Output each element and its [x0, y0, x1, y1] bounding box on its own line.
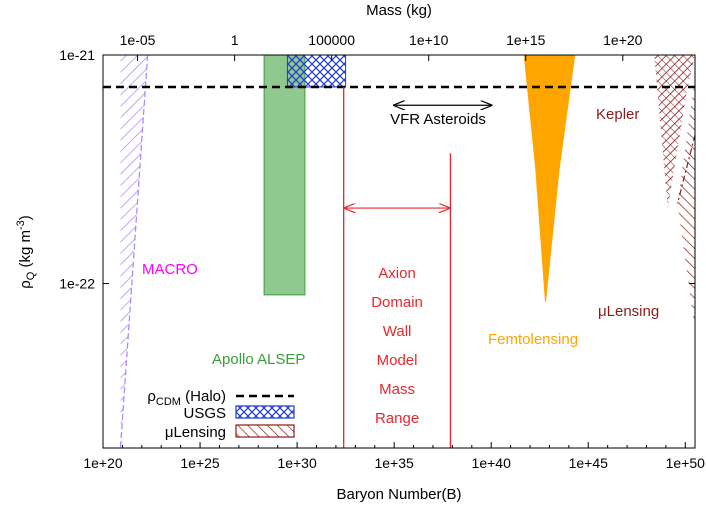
- legend: ρCDM (Halo) USGS μLensing: [147, 388, 295, 441]
- axion-label-line: Mass: [379, 381, 415, 398]
- axion-label-line: Domain: [371, 294, 423, 311]
- region-kepler: [654, 55, 695, 209]
- x-tick-label: 1e+45: [569, 455, 609, 471]
- top-tick-label: 1e+15: [506, 32, 546, 48]
- axion-range: [343, 86, 452, 448]
- region-macro: [120, 55, 148, 448]
- legend-swatch-usgs: [235, 405, 295, 419]
- x-axis-label: Baryon Number(B): [336, 486, 461, 503]
- x-axis-ticks: 1e+20 1e+25 1e+30 1e+35 1e+40 1e+45 1e+50: [83, 442, 705, 471]
- y-axis-label: ρQ (kg m-3): [15, 215, 37, 289]
- axion-label-line: Range: [375, 410, 419, 427]
- lensing-edge: [676, 134, 695, 204]
- legend-label-cdm: ρCDM (Halo): [147, 388, 226, 408]
- x-tick-label: 1e+30: [277, 455, 317, 471]
- axion-label-line: Axion: [378, 265, 416, 282]
- x-tick-label: 1e+40: [472, 455, 512, 471]
- top-axis-ticks: 1e-05 1 100000 1e+10 1e+15 1e+20: [120, 32, 643, 61]
- vfr-label: VFR Asteroids: [390, 111, 486, 128]
- y-tick-label: 1e-22: [59, 275, 95, 291]
- legend-label-usgs: USGS: [183, 405, 226, 422]
- axion-label-line: Model: [377, 352, 418, 369]
- x-tick-label: 1e+20: [83, 455, 123, 471]
- top-tick-label: 1: [231, 32, 239, 48]
- top-axis-label: Mass (kg): [366, 2, 432, 19]
- region-femtolensing: [523, 55, 576, 302]
- macro-label: MACRO: [142, 261, 198, 278]
- region-usgs: [286, 55, 347, 88]
- top-tick-label: 1e+10: [409, 32, 449, 48]
- top-tick-label: 1e+20: [603, 32, 643, 48]
- axion-label-line: Wall: [383, 323, 412, 340]
- plot-frame: [102, 54, 696, 449]
- axion-label: Axion Domain Wall Model Mass Range: [371, 265, 423, 427]
- x-tick-label: 1e+35: [374, 455, 414, 471]
- data-regions: [119, 55, 695, 448]
- top-tick-label: 100000: [308, 32, 355, 48]
- kepler-label: Kepler: [596, 106, 639, 123]
- y-axis-ticks: 1e-21 1e-22: [59, 47, 695, 291]
- region--lensing: [677, 77, 695, 330]
- x-tick-label: 1e+50: [666, 455, 706, 471]
- top-tick-label: 1e-05: [120, 32, 156, 48]
- femtolensing-label: Femtolensing: [488, 331, 578, 348]
- legend-swatch-lensing: [235, 424, 295, 438]
- lensing-label: μLensing: [598, 303, 659, 320]
- y-tick-label: 1e-21: [59, 47, 95, 63]
- x-tick-label: 1e+25: [180, 455, 220, 471]
- region-apollo-alsep: [263, 55, 306, 296]
- macro-edge: [119, 55, 149, 448]
- alsep-label: Apollo ALSEP: [212, 351, 305, 368]
- legend-label-lensing: μLensing: [165, 424, 226, 441]
